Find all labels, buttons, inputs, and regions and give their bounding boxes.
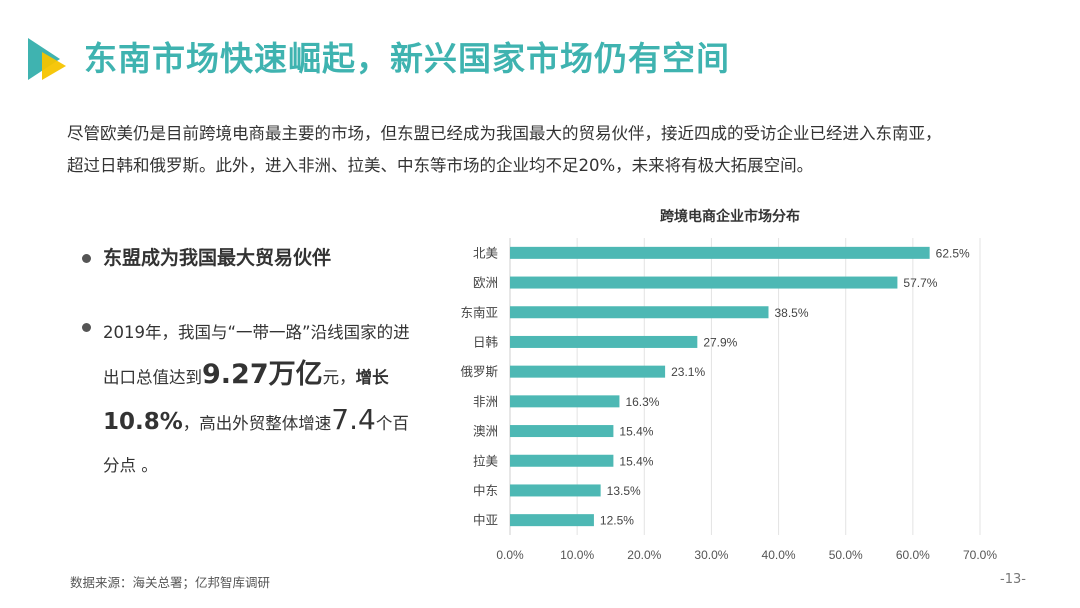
category-label: 非洲 [473, 394, 498, 409]
data-label: 27.9% [703, 335, 737, 349]
category-label: 日韩 [473, 334, 498, 349]
x-tick-label: 60.0% [896, 548, 930, 562]
market-distribution-chart: 0.0% 10.0% 20.0% 30.0% 40.0% 50.0% 60.0% 70.0% 北… [460, 238, 997, 562]
data-label: 57.7% [903, 276, 937, 290]
bar [510, 276, 898, 289]
bar [510, 365, 666, 378]
data-label: 13.5% [607, 484, 641, 498]
category-label: 东南亚 [460, 305, 498, 320]
bar [510, 395, 620, 408]
bullet-text-part3: 增长 [355, 368, 389, 387]
x-tick-label: 40.0% [762, 548, 796, 562]
bullet-text-part1: 2019年，我国与“一带一路”沿线国家的进出口总值达到 [103, 323, 410, 387]
data-label: 15.4% [619, 454, 653, 468]
growth-rate-highlight: 10.8% [103, 409, 183, 435]
category-label: 澳洲 [473, 424, 498, 439]
x-tick-label: 30.0% [694, 548, 728, 562]
category-label: 中东 [473, 483, 498, 498]
bar [510, 335, 698, 348]
x-tick-label: 70.0% [963, 548, 997, 562]
bullet-belt-road: 2019年，我国与“一带一路”沿线国家的进出口总值达到9.27万亿元，增长 10.… [82, 312, 422, 487]
data-label: 23.1% [671, 365, 705, 379]
category-label: 俄罗斯 [460, 364, 498, 379]
x-tick-label: 0.0% [496, 548, 524, 562]
data-label: 12.5% [600, 514, 634, 528]
page-number: -13- [1000, 572, 1026, 587]
page-title: 东南市场快速崛起，新兴国家市场仍有空间 [84, 39, 730, 78]
brand-logo-icon [28, 38, 66, 80]
data-label: 16.3% [625, 395, 659, 409]
x-tick-label: 50.0% [829, 548, 863, 562]
bar [510, 514, 594, 527]
points-highlight: 7.4 [331, 403, 376, 436]
bar [510, 306, 769, 319]
trade-value-highlight: 9.27万亿 [202, 359, 323, 390]
intro-line-1: 尽管欧美仍是目前跨境电商最主要的市场，但东盟已经成为我国最大的贸易伙伴，接近四成… [67, 124, 942, 143]
category-label: 北美 [473, 245, 498, 260]
bullet-text-part2: 元， [322, 368, 356, 387]
bar [510, 246, 930, 259]
data-source: 数据来源：海关总署；亿邦智库调研 [70, 575, 271, 590]
data-label: 15.4% [619, 425, 653, 439]
bullet-asean: 东盟成为我国最大贸易伙伴 [82, 243, 331, 273]
x-tick-label: 10.0% [560, 548, 594, 562]
chart-title: 跨境电商企业市场分布 [660, 209, 800, 225]
intro-paragraph: 尽管欧美仍是目前跨境电商最主要的市场，但东盟已经成为我国最大的贸易伙伴，接近四成… [67, 118, 1027, 182]
category-label: 拉美 [473, 453, 498, 468]
x-tick-label: 20.0% [627, 548, 661, 562]
bullet-asean-text: 东盟成为我国最大贸易伙伴 [103, 247, 332, 269]
data-label: 62.5% [936, 246, 970, 260]
bullet-dot-icon [82, 254, 91, 263]
category-label: 中亚 [473, 513, 498, 528]
bullet-belt-road-text: 2019年，我国与“一带一路”沿线国家的进出口总值达到9.27万亿元，增长 10.… [103, 312, 422, 487]
data-label: 38.5% [775, 306, 809, 320]
bar [510, 454, 614, 467]
category-label: 欧洲 [473, 275, 498, 290]
intro-line-2: 超过日韩和俄罗斯。此外，进入非洲、拉美、中东等市场的企业均不足20%，未来将有极… [67, 156, 814, 175]
bullet-text-part4: ，高出外贸整体增速 [182, 414, 332, 433]
bar [510, 484, 601, 497]
bullet-text-part5: 个百分点 。 [103, 414, 409, 475]
bar [510, 425, 614, 438]
bullet-dot-icon [82, 323, 91, 332]
